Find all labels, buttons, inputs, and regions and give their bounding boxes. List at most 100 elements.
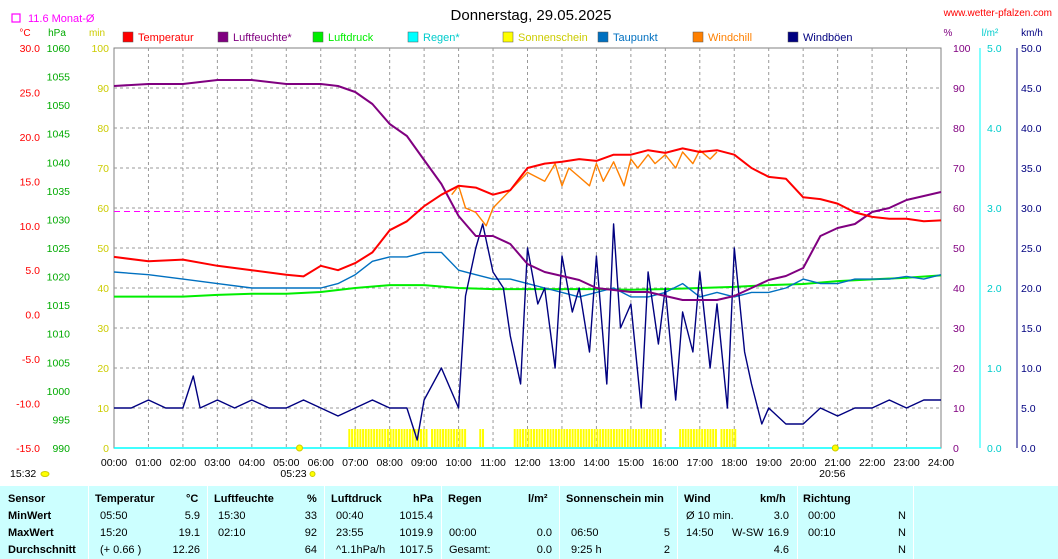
temp-axis-tick: -10.0 (16, 399, 40, 411)
sunshine-bar (640, 429, 643, 447)
row-1-press-time: 23:55 (336, 527, 364, 539)
wind-axis-tick: 35.0 (1021, 163, 1042, 175)
sunshine-bar (701, 429, 704, 447)
sunshine-bar (723, 429, 726, 447)
percent-unit: % (944, 28, 953, 39)
row-2-label: Durchschnitt (8, 544, 76, 556)
x-tick: 19:00 (756, 457, 782, 469)
sunshine-bar (692, 429, 695, 447)
sunshine-bar (348, 429, 351, 447)
row-0-wind-time: Ø 10 min. (686, 510, 734, 522)
sunshine-bar (397, 429, 400, 447)
legend-label: Luftfeuchte* (233, 32, 292, 44)
wind-axis-tick: 40.0 (1021, 123, 1042, 135)
row-0-dir-val: N (898, 510, 906, 522)
sunshine-bar (574, 429, 577, 447)
series-temperatur (113, 147, 942, 278)
sunshine-bar (351, 429, 354, 447)
sunshine-bar (549, 429, 552, 447)
temp-axis-tick: 5.0 (25, 265, 40, 277)
x-tick: 02:00 (170, 457, 196, 469)
x-tick: 06:00 (308, 457, 334, 469)
rain-axis-tick: 5.0 (987, 43, 1002, 55)
sunshine-bar (596, 429, 599, 447)
sunshine-bar (389, 429, 392, 447)
sunshine-bar (370, 429, 373, 447)
minutes-axis-tick: 40 (97, 283, 109, 295)
legend-swatch (787, 31, 799, 43)
pressure-axis-tick: 1060 (47, 43, 71, 55)
sunshine-bar (447, 429, 450, 447)
sunshine-bar (714, 429, 717, 447)
hdr-wind-unit: km/h (760, 493, 786, 505)
sunshine-bar (593, 429, 596, 447)
sunshine-bar (728, 429, 731, 447)
minutes-axis-tick: 50 (97, 243, 109, 255)
row-1-rain-val: 0.0 (536, 527, 552, 539)
sunshine-bar (356, 429, 359, 447)
sunshine-bar (381, 429, 384, 447)
sunshine-bar (687, 429, 690, 447)
sunshine-bar (519, 429, 522, 447)
pressure-axis-tick: 1020 (47, 272, 71, 284)
sunshine-bar (577, 429, 580, 447)
x-tick: 17:00 (687, 457, 713, 469)
pressure-axis-tick: 1015 (47, 300, 71, 312)
sunshine-bar (359, 429, 362, 447)
sunshine-bar (386, 429, 389, 447)
sunshine-bar (555, 429, 558, 447)
sunshine-bar (524, 429, 527, 447)
sunshine-bar (703, 429, 706, 447)
row-1-label: MaxWert (8, 527, 54, 539)
row-1-sun-time: 06:50 (571, 527, 599, 539)
row-1-dir-time: 00:10 (808, 527, 836, 539)
rain-axis-tick: 1.0 (987, 363, 1002, 375)
wind-axis-tick: 50.0 (1021, 43, 1042, 55)
series-luftfeuchte (113, 79, 942, 301)
sunshine-bar (607, 429, 610, 447)
x-tick: 01:00 (135, 457, 161, 469)
current-sun-icon (40, 471, 50, 477)
wind-axis-tick: 10.0 (1021, 363, 1042, 375)
pressure-unit: hPa (48, 28, 66, 39)
wind-axis-tick: 30.0 (1021, 203, 1042, 215)
row-1-temp-time: 15:20 (100, 527, 128, 539)
sunrise-label: 05:23 (280, 468, 306, 480)
sunshine-bar (455, 429, 458, 447)
row-0-hum-time: 15:30 (218, 510, 246, 522)
x-tick: 10:00 (445, 457, 471, 469)
minutes-axis-tick: 20 (97, 363, 109, 375)
x-tick: 15:00 (618, 457, 644, 469)
minutes-unit: min (89, 28, 105, 39)
x-tick: 14:00 (583, 457, 609, 469)
sunshine-bar (709, 429, 712, 447)
sunshine-bar (566, 429, 569, 447)
legend-swatch (597, 31, 609, 43)
minutes-axis-tick: 80 (97, 123, 109, 135)
sunshine-bar (643, 429, 646, 447)
x-tick: 12:00 (514, 457, 540, 469)
sunshine-bar (530, 429, 533, 447)
rain-axis-tick: 0.0 (987, 443, 1002, 455)
sunshine-bar (431, 429, 434, 447)
sunshine-bar (654, 429, 657, 447)
sunshine-bar (384, 429, 387, 447)
pressure-axis-tick: 1035 (47, 186, 71, 198)
legend-label: Temperatur (138, 32, 194, 44)
row-2-temp-time: (+ 0.66 ) (100, 544, 142, 556)
sunshine-bar (482, 429, 485, 447)
percent-axis-tick: 80 (953, 123, 965, 135)
x-tick: 24:00 (928, 457, 954, 469)
sunshine-bar (734, 429, 737, 447)
sunshine-bar (599, 429, 602, 447)
sunshine-bar (378, 429, 381, 447)
sunshine-bar (453, 429, 456, 447)
percent-axis-tick: 100 (953, 43, 971, 55)
site-link[interactable]: www.wetter-pfalzen.com (943, 8, 1052, 19)
sunshine-bar (406, 429, 409, 447)
sunshine-bar (612, 429, 615, 447)
hdr-wind: Wind (684, 493, 711, 505)
sunshine-bar (544, 429, 547, 447)
x-tick: 20:00 (790, 457, 816, 469)
sunshine-blocks (348, 429, 737, 447)
